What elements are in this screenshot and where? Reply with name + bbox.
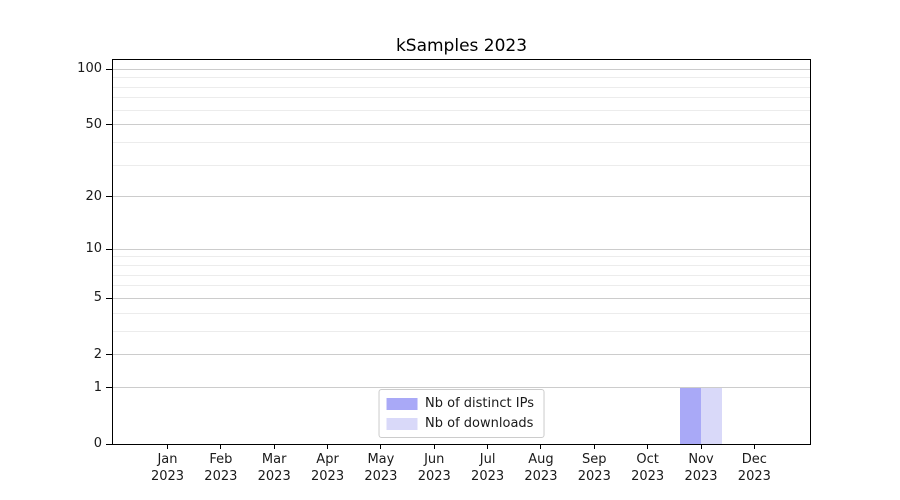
gridline-minor-60 — [113, 109, 810, 111]
y-tick-label-10: 10 — [85, 241, 102, 257]
x-tick-mark-mar — [273, 444, 275, 449]
y-tick-label-50: 50 — [85, 116, 102, 132]
legend-item-downloads: Nb of downloads — [386, 416, 534, 431]
gridline-minor-80 — [113, 86, 810, 88]
y-tick-mark-2 — [106, 354, 112, 356]
gridline-minor-70 — [113, 97, 810, 99]
gridline-minor-3 — [113, 330, 810, 332]
legend-swatch-distinct-ips — [386, 397, 418, 410]
x-tick-mark-dec — [753, 444, 755, 449]
x-tick-label-oct: Oct 2023 — [631, 452, 665, 484]
legend-label-distinct-ips: Nb of distinct IPs — [425, 396, 534, 411]
chart-title: kSamples 2023 — [395, 36, 528, 56]
y-tick-label-5: 5 — [93, 290, 102, 306]
x-tick-mark-nov — [700, 444, 702, 449]
gridline-major-20 — [113, 196, 810, 198]
gridline-minor-6 — [113, 285, 810, 287]
y-tick-mark-1 — [106, 387, 112, 389]
x-tick-mark-aug — [540, 444, 542, 449]
y-tick-label-1: 1 — [93, 379, 102, 395]
legend-swatch-downloads — [386, 417, 418, 430]
y-tick-mark-10 — [106, 248, 112, 250]
y-tick-label-100: 100 — [77, 61, 102, 77]
gridlines-layer — [113, 60, 810, 444]
gridline-minor-90 — [113, 77, 810, 79]
gridline-major-1 — [113, 387, 810, 389]
x-tick-label-feb: Feb 2023 — [204, 452, 238, 484]
y-tick-mark-20 — [106, 196, 112, 198]
gridline-minor-7 — [113, 274, 810, 276]
x-tick-mark-jan — [167, 444, 168, 449]
y-tick-mark-5 — [106, 297, 112, 299]
x-tick-label-dec: Dec 2023 — [737, 452, 771, 484]
gridline-major-10 — [113, 248, 810, 250]
y-tick-mark-0 — [106, 443, 112, 445]
x-tick-mark-feb — [220, 444, 222, 449]
bar-nov-series0 — [679, 387, 701, 444]
gridline-major-5 — [113, 297, 810, 299]
gridline-minor-30 — [113, 164, 810, 166]
x-tick-label-jul: Jul 2023 — [471, 452, 505, 484]
x-tick-mark-jul — [487, 444, 489, 449]
gridline-minor-40 — [113, 141, 810, 143]
x-tick-mark-apr — [327, 444, 329, 449]
gridline-major-50 — [113, 124, 810, 126]
legend: Nb of distinct IPs Nb of downloads — [378, 389, 545, 438]
x-tick-label-nov: Nov 2023 — [684, 452, 718, 484]
legend-item-distinct-ips: Nb of distinct IPs — [386, 396, 534, 411]
x-tick-label-jun: Jun 2023 — [417, 452, 451, 484]
plot-area: Nb of distinct IPs Nb of downloads — [112, 59, 811, 445]
x-tick-label-may: May 2023 — [364, 452, 398, 484]
gridline-minor-4 — [113, 312, 810, 314]
y-tick-mark-100 — [106, 68, 112, 70]
gridline-major-2 — [113, 354, 810, 356]
y-tick-label-2: 2 — [93, 346, 102, 362]
gridline-major-100 — [113, 68, 810, 70]
y-tick-label-20: 20 — [85, 188, 102, 204]
x-tick-mark-jun — [433, 444, 435, 449]
x-tick-label-sep: Sep 2023 — [577, 452, 611, 484]
x-tick-mark-may — [380, 444, 382, 449]
bar-nov-series1 — [701, 387, 723, 444]
bars-layer — [113, 60, 810, 444]
x-tick-mark-sep — [593, 444, 595, 449]
x-tick-mark-oct — [647, 444, 649, 449]
x-tick-label-aug: Aug 2023 — [524, 452, 558, 484]
x-tick-label-mar: Mar 2023 — [257, 452, 291, 484]
legend-label-downloads: Nb of downloads — [425, 416, 534, 431]
x-tick-label-jan: Jan 2023 — [150, 452, 185, 484]
gridline-minor-9 — [113, 256, 810, 258]
y-tick-mark-50 — [106, 124, 112, 126]
y-tick-label-0: 0 — [93, 436, 102, 451]
gridline-minor-8 — [113, 265, 810, 267]
x-tick-label-apr: Apr 2023 — [311, 452, 345, 484]
